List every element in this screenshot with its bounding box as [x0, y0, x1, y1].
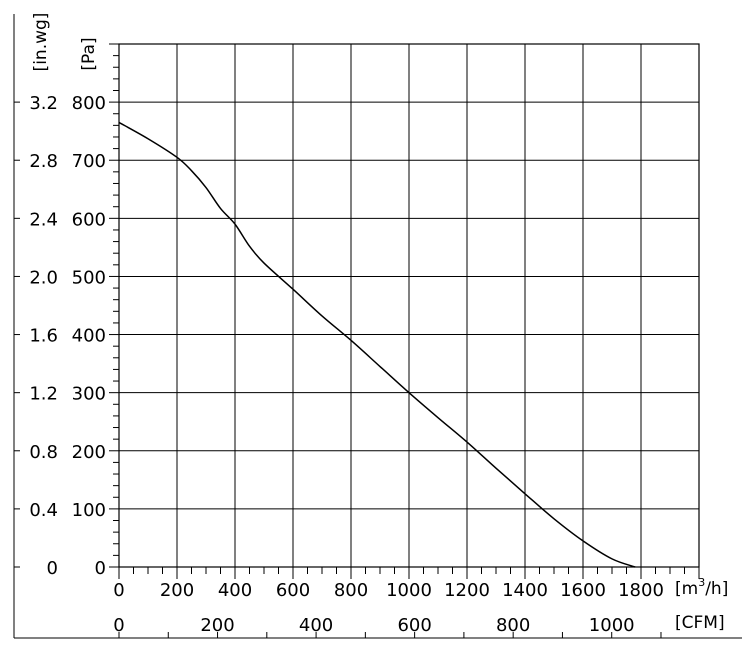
y-tick-labels: 0 100 200 300 400 500 600 700 800 — [72, 93, 106, 579]
y2-tick-label: 2.4 — [29, 209, 58, 230]
y-unit-label: [Pa] — [79, 37, 99, 70]
y-tick-label: 400 — [72, 326, 106, 347]
x-tick-label: 1600 — [560, 580, 606, 601]
y2-unit-label: [in.wg] — [31, 13, 51, 72]
x-tick-label: 1000 — [386, 580, 432, 601]
y2-tick-label: 0.4 — [29, 500, 58, 521]
y-tick-label: 300 — [72, 384, 106, 405]
x2-tick-label: 600 — [397, 615, 431, 636]
y-tick-label: 0 — [95, 558, 106, 579]
x-tick-label: 800 — [334, 580, 368, 601]
x-tick-label: 0 — [113, 580, 124, 601]
x-tick-label: 200 — [160, 580, 194, 601]
plot-frame — [118, 43, 700, 568]
y2-tick-label: 0.8 — [29, 442, 58, 463]
x-unit-label-suffix: /h] — [705, 579, 728, 599]
y-tick-label: 500 — [72, 267, 106, 288]
x2-tick-label: 800 — [496, 615, 530, 636]
y-tick-label: 200 — [72, 442, 106, 463]
grid — [119, 44, 699, 567]
y-tick-label: 800 — [72, 93, 106, 114]
x-tick-label: 1400 — [502, 580, 548, 601]
x-unit-label-sup: 3 — [698, 576, 705, 589]
x-tick-labels: 0 200 400 600 800 1000 1200 1400 1600 1800 — [113, 580, 664, 601]
x-tick-label: 1800 — [618, 580, 664, 601]
series-group — [118, 121, 636, 568]
x2-tick-label: 200 — [200, 615, 234, 636]
x-tick-label: 400 — [218, 580, 252, 601]
x2-tick-label: 400 — [299, 615, 333, 636]
y2-tick-label: 2.8 — [29, 151, 58, 172]
y2-tick-label: 1.2 — [29, 384, 58, 405]
y-tick-label: 600 — [72, 209, 106, 230]
minor-ticks — [14, 43, 700, 579]
y2-tick-label: 2.0 — [29, 267, 58, 288]
x2-tick-label: 0 — [113, 615, 124, 636]
y2-tick-label: 0 — [47, 558, 58, 579]
x2-tick-label: 1000 — [589, 615, 635, 636]
y2-tick-labels: 0 0.4 0.8 1.2 1.6 2.0 2.4 2.8 3.2 — [29, 93, 58, 579]
y-tick-label: 100 — [72, 500, 106, 521]
x-tick-label: 1200 — [444, 580, 490, 601]
y2-tick-label: 1.6 — [29, 326, 58, 347]
x-unit-label: [m3/h] — [675, 576, 728, 599]
x2-unit-label: [CFM] — [675, 613, 725, 633]
x-unit-label-main: [m — [675, 579, 698, 599]
y-tick-label: 700 — [72, 151, 106, 172]
x-tick-label: 600 — [276, 580, 310, 601]
x2-tick-labels: 0 200 400 600 800 1000 — [113, 615, 662, 638]
fan-curve-line — [118, 121, 636, 568]
y2-tick-label: 3.2 — [29, 93, 58, 114]
